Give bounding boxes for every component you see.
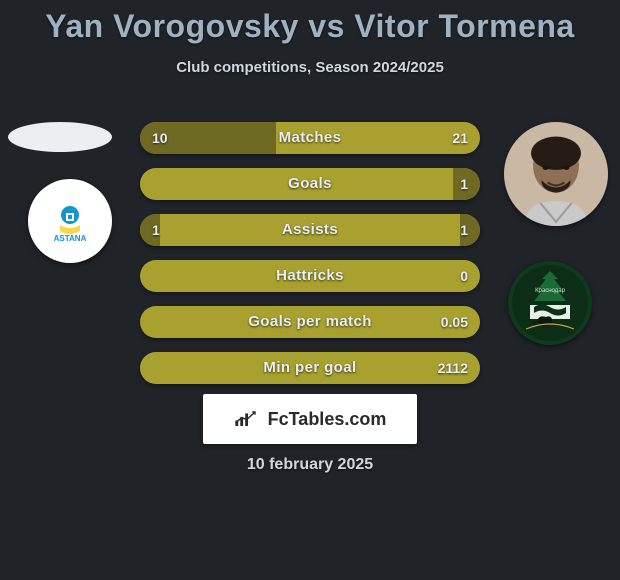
brand-name: FcTables.com bbox=[268, 409, 387, 430]
stat-label: Matches bbox=[140, 122, 480, 154]
brand-logo-icon bbox=[234, 408, 262, 430]
stat-row: Hattricks0 bbox=[140, 260, 480, 292]
stat-right-value: 1 bbox=[460, 214, 468, 246]
club-left-logo: ASTANA bbox=[28, 179, 112, 263]
stat-row: Goals1 bbox=[140, 168, 480, 200]
astana-logo-icon: ASTANA bbox=[42, 193, 98, 249]
player-right-photo bbox=[504, 122, 608, 226]
svg-text:ASTANA: ASTANA bbox=[54, 234, 87, 243]
stat-right-value: 1 bbox=[460, 168, 468, 200]
stat-left-value: 10 bbox=[152, 122, 168, 154]
stat-label: Assists bbox=[140, 214, 480, 246]
svg-text:Краснодар: Краснодар bbox=[535, 288, 566, 294]
krasnodar-logo-icon: Краснодар bbox=[508, 261, 592, 345]
stat-row: Assists1 1 bbox=[140, 214, 480, 246]
stat-right-value: 0 bbox=[460, 260, 468, 292]
stat-right-value: 21 bbox=[452, 122, 468, 154]
page-title: Yan Vorogovsky vs Vitor Tormena bbox=[0, 0, 620, 45]
footer-date: 10 february 2025 bbox=[0, 456, 620, 474]
brand-box[interactable]: FcTables.com bbox=[203, 394, 417, 444]
stat-row: Matches10 21 bbox=[140, 122, 480, 154]
club-right-logo: Краснодар bbox=[508, 261, 592, 345]
stats-container: Matches1021Goals1Assists11Hattricks0Goal… bbox=[140, 122, 480, 398]
page-subtitle: Club competitions, Season 2024/2025 bbox=[0, 59, 620, 76]
stat-label: Min per goal bbox=[140, 352, 480, 384]
stat-row: Goals per match0.05 bbox=[140, 306, 480, 338]
stat-row: Min per goal2112 bbox=[140, 352, 480, 384]
player-left-silhouette bbox=[8, 122, 112, 152]
stat-label: Goals per match bbox=[140, 306, 480, 338]
stat-right-value: 2112 bbox=[438, 352, 468, 384]
stat-left-value: 1 bbox=[152, 214, 160, 246]
stat-label: Goals bbox=[140, 168, 480, 200]
player-photo-icon bbox=[504, 122, 608, 226]
stat-label: Hattricks bbox=[140, 260, 480, 292]
stat-right-value: 0.05 bbox=[441, 306, 468, 338]
